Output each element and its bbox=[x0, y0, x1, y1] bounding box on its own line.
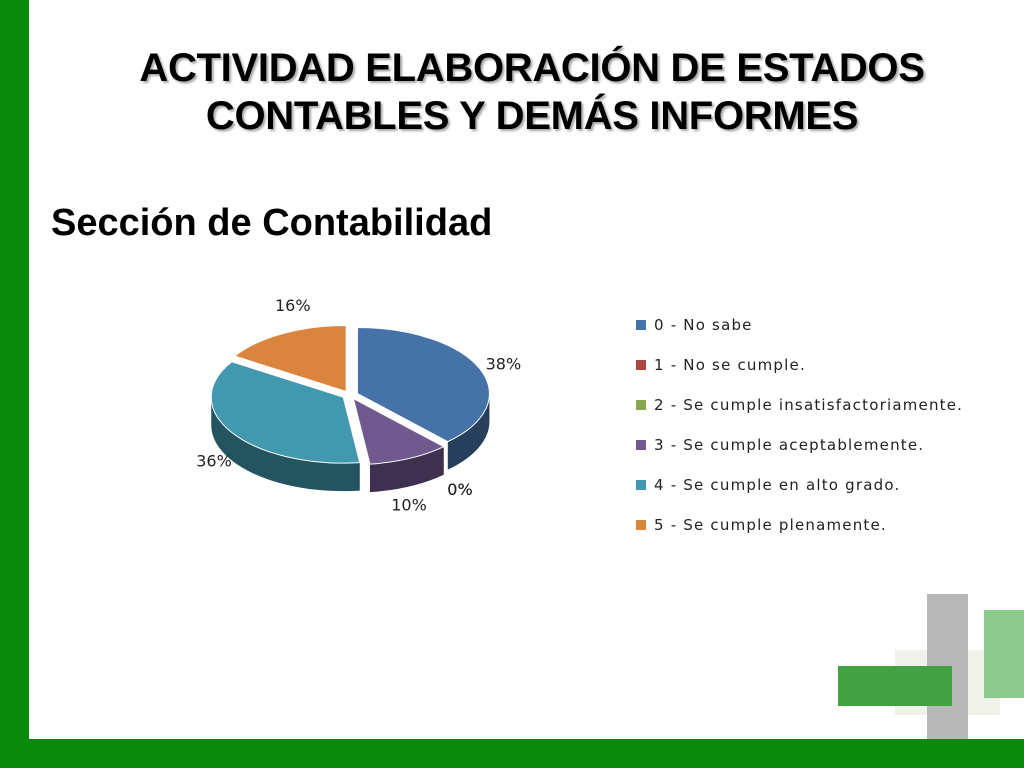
legend-item: 2 - Se cumple insatisfactoriamente. bbox=[636, 385, 963, 425]
title-line-1: ACTIVIDAD ELABORACIÓN DE ESTADOS bbox=[139, 46, 925, 90]
legend-label: 0 - No sabe bbox=[654, 316, 753, 334]
pie-slice bbox=[233, 324, 347, 393]
legend-item: 5 - Se cumple plenamente. bbox=[636, 505, 963, 545]
legend-swatch bbox=[636, 360, 646, 370]
pie-data-label: 10% bbox=[391, 495, 427, 514]
pie-slice-side bbox=[211, 397, 360, 492]
pie-slice-side bbox=[447, 393, 490, 470]
pie-data-label: 38% bbox=[486, 354, 522, 373]
legend-swatch bbox=[636, 320, 646, 330]
chart-title: Sección de Contabilidad bbox=[51, 202, 493, 244]
pie-chart: 38%0%0%10%36%16% bbox=[196, 296, 522, 514]
legend-item: 0 - No sabe bbox=[636, 305, 963, 345]
pie-data-label: 0% bbox=[447, 480, 472, 499]
chart-legend: 0 - No sabe 1 - No se cumple. 2 - Se cumpl… bbox=[636, 305, 963, 545]
legend-swatch bbox=[636, 400, 646, 410]
pie-slice bbox=[356, 327, 490, 443]
legend-label: 3 - Se cumple aceptablemente. bbox=[654, 436, 925, 454]
legend-label: 1 - No se cumple. bbox=[654, 356, 806, 374]
legend-label: 4 - Se cumple en alto grado. bbox=[654, 476, 901, 494]
pie-data-label: 0% bbox=[447, 480, 472, 499]
legend-label: 2 - Se cumple insatisfactoriamente. bbox=[654, 396, 964, 414]
pie-data-label: 16% bbox=[275, 296, 311, 315]
decor-light-green-bar bbox=[984, 610, 1024, 698]
pie-slice bbox=[210, 361, 361, 464]
legend-item: 1 - No se cumple. bbox=[636, 345, 963, 385]
legend-swatch bbox=[636, 480, 646, 490]
legend-label: 5 - Se cumple plenamente. bbox=[654, 516, 887, 534]
slide-title: ACTIVIDAD ELABORACIÓN DE ESTADOS CONTABL… bbox=[40, 44, 1024, 140]
left-accent-bar bbox=[0, 0, 29, 768]
pie-data-label: 36% bbox=[196, 452, 232, 471]
title-line-2: CONTABLES Y DEMÁS INFORMES bbox=[205, 94, 859, 138]
pie-slice bbox=[352, 397, 445, 465]
legend-item: 4 - Se cumple en alto grado. bbox=[636, 465, 963, 505]
bottom-accent-bar bbox=[0, 739, 1024, 768]
decor-green-bar bbox=[838, 666, 952, 706]
legend-swatch bbox=[636, 440, 646, 450]
pie-slice-side bbox=[369, 446, 444, 493]
legend-item: 3 - Se cumple aceptablemente. bbox=[636, 425, 963, 465]
legend-swatch bbox=[636, 520, 646, 530]
